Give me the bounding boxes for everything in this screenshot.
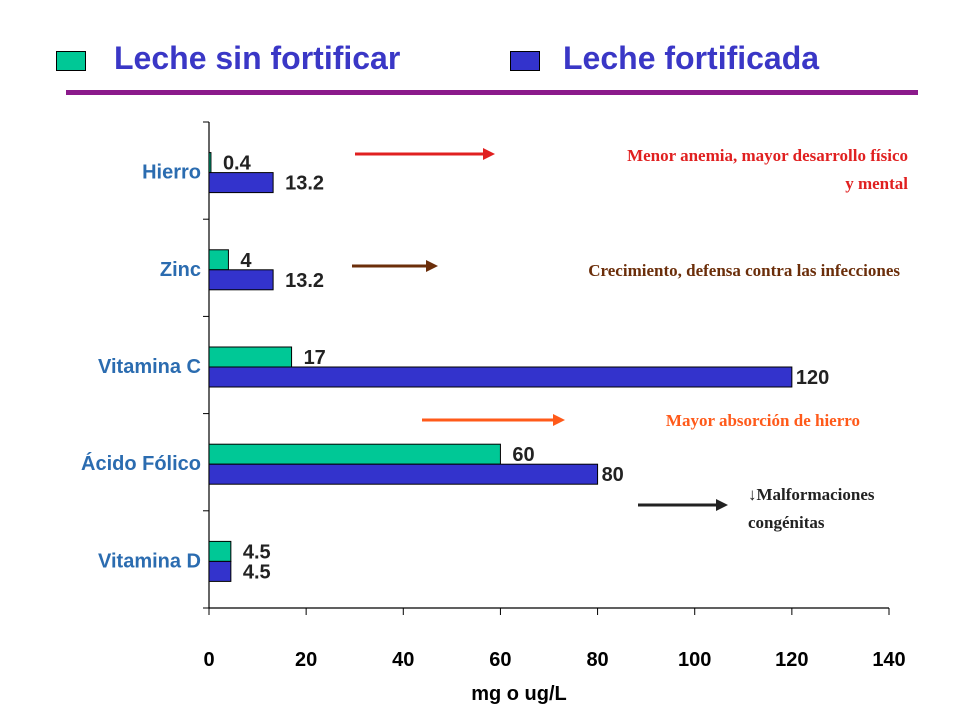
x-tick-label: 0 <box>203 649 214 671</box>
bar <box>208 463 599 485</box>
data-label: 17 <box>304 347 326 369</box>
legend-label-unfortified: Leche sin fortificar <box>114 40 401 76</box>
data-label: 120 <box>796 367 829 389</box>
data-label: 4.5 <box>243 541 271 563</box>
bar <box>208 560 232 582</box>
x-tick-label: 40 <box>392 649 414 671</box>
data-label: 4.5 <box>243 561 271 583</box>
bar <box>208 249 229 271</box>
legend-swatch-unfortified <box>56 51 86 71</box>
x-tick-label: 20 <box>295 649 317 671</box>
annotation-arrowhead <box>716 499 728 511</box>
annotation-text: Crecimiento, defensa contra las infeccio… <box>588 261 900 280</box>
bar <box>208 152 212 174</box>
bar <box>208 269 274 291</box>
x-tick-label: 60 <box>489 649 511 671</box>
category-label: Vitamina C <box>98 356 201 378</box>
chart-annotations: Menor anemia, mayor desarrollo físico y m… <box>352 146 908 532</box>
chart-labels: Hierro 0.4 13.2 Zinc 4 13.2 Vitamina C 17 120 Áci… <box>81 153 829 584</box>
annotation-arrowhead <box>483 148 495 160</box>
bar <box>208 540 232 562</box>
x-tick-label: 80 <box>586 649 608 671</box>
chart-bars <box>208 152 793 582</box>
annotation-arrowhead <box>426 260 438 272</box>
legend-divider <box>66 90 918 95</box>
x-axis-title: mg o ug/L <box>471 683 567 705</box>
x-tick-label: 100 <box>678 649 711 671</box>
category-label: Zinc <box>160 259 201 281</box>
x-tick-label: 120 <box>775 649 808 671</box>
annotation-text: ↓Malformaciones <box>748 485 875 504</box>
annotation-text: Menor anemia, mayor desarrollo físico <box>627 146 908 165</box>
legend-swatch-fortified <box>510 51 540 71</box>
annotation-arrowhead <box>553 414 565 426</box>
category-label: Ácido Fólico <box>81 452 201 475</box>
legend-label-fortified: Leche fortificada <box>563 40 820 76</box>
annotation-text: y mental <box>845 174 908 193</box>
annotation-text: Mayor absorción de hierro <box>666 411 860 430</box>
data-label: 13.2 <box>285 270 324 292</box>
data-label: 80 <box>602 464 624 486</box>
bar <box>208 346 293 368</box>
data-label: 13.2 <box>285 173 324 195</box>
category-label: Vitamina D <box>98 550 201 572</box>
x-tick-label: 140 <box>872 649 905 671</box>
category-label: Hierro <box>142 162 201 184</box>
bar <box>208 366 793 388</box>
bar <box>208 443 501 465</box>
data-label: 0.4 <box>223 153 252 175</box>
bar <box>208 172 274 194</box>
annotation-text: congénitas <box>748 513 825 532</box>
data-label: 60 <box>512 444 534 466</box>
data-label: 4 <box>240 250 252 272</box>
